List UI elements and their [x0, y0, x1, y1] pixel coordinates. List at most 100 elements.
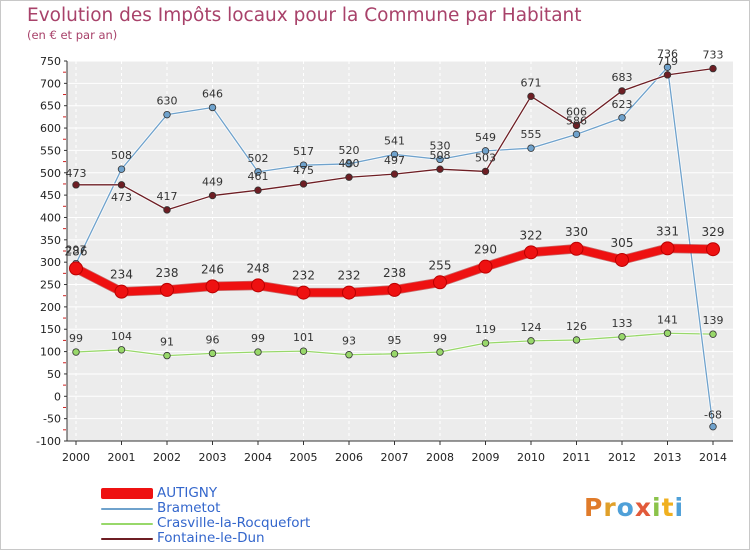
data-label: 305 [611, 236, 634, 250]
data-point-crasville-la-rocquefort [481, 339, 490, 347]
data-label: 461 [248, 170, 269, 183]
data-label: 124 [521, 321, 542, 334]
x-tick-label: 2007 [381, 451, 409, 464]
data-point-fontaine-le-dun [390, 170, 399, 178]
x-tick-label: 2014 [699, 451, 727, 464]
data-label: 508 [111, 149, 132, 162]
x-tick-label: 2008 [426, 451, 454, 464]
data-point-brametot [299, 161, 308, 169]
data-label: 473 [111, 191, 132, 204]
y-tick-label: 300 [40, 256, 61, 269]
logo-letter: t [661, 493, 675, 522]
data-label: 297 [66, 244, 87, 257]
data-point-autigny [251, 278, 265, 293]
data-label: 530 [430, 139, 451, 152]
y-tick-label: 150 [40, 323, 61, 336]
data-point-brametot [618, 114, 626, 122]
legend-swatch [101, 538, 153, 540]
data-point-fontaine-le-dun [72, 181, 80, 189]
legend-label: Brametot [157, 500, 221, 516]
data-point-crasville-la-rocquefort [663, 329, 672, 337]
data-point-fontaine-le-dun [436, 165, 444, 173]
data-point-fontaine-le-dun [663, 71, 672, 79]
data-point-brametot [481, 147, 490, 155]
data-label: 473 [66, 167, 87, 180]
data-point-brametot [572, 130, 581, 139]
x-tick-label: 2002 [153, 451, 181, 464]
legend-swatch [101, 523, 153, 525]
data-label: 520 [339, 144, 360, 157]
data-point-autigny [433, 275, 447, 290]
x-tick-label: 2011 [563, 451, 591, 464]
data-point-fontaine-le-dun [481, 167, 490, 176]
y-tick-label: 400 [40, 211, 61, 224]
data-point-crasville-la-rocquefort [618, 333, 626, 341]
data-point-autigny [205, 279, 220, 294]
data-point-crasville-la-rocquefort [345, 351, 353, 359]
y-tick-label: -50 [43, 413, 61, 426]
data-point-brametot [345, 160, 353, 168]
data-point-crasville-la-rocquefort [390, 350, 399, 358]
data-label: 255 [429, 258, 452, 272]
data-label: 290 [474, 243, 497, 257]
y-tick-label: 750 [40, 55, 61, 68]
data-point-fontaine-le-dun [345, 173, 353, 181]
x-tick-label: 2003 [199, 451, 227, 464]
data-label: 238 [383, 266, 406, 280]
data-label: 549 [475, 131, 496, 144]
legend-label: Fontaine-le-Dun [157, 530, 265, 546]
plot-area [67, 61, 733, 441]
data-point-fontaine-le-dun [208, 191, 217, 200]
data-point-fontaine-le-dun [572, 121, 581, 130]
data-label: 502 [248, 152, 269, 165]
data-label: 95 [388, 334, 402, 347]
data-point-brametot [663, 63, 672, 71]
data-point-crasville-la-rocquefort [117, 346, 126, 354]
data-label: 329 [702, 225, 725, 239]
legend-label: AUTIGNY [157, 485, 218, 501]
x-tick-label: 2013 [654, 451, 682, 464]
data-label: 234 [110, 268, 133, 282]
data-point-brametot [527, 144, 535, 152]
data-label: 232 [338, 269, 361, 283]
logo-letter: i [674, 493, 685, 522]
data-point-fontaine-le-dun [163, 206, 171, 214]
data-label: 330 [565, 225, 588, 239]
data-point-brametot [254, 168, 262, 176]
chart-subtitle: (en € et par an) [27, 28, 118, 42]
data-point-autigny [387, 282, 402, 297]
data-point-autigny [160, 282, 174, 297]
data-point-crasville-la-rocquefort [572, 336, 581, 344]
proxiti-logo: Proxiti [584, 493, 684, 522]
data-label: 606 [566, 105, 587, 118]
logo-letter: r [603, 493, 617, 522]
data-label: 286 [65, 244, 88, 258]
y-tick-label: 200 [40, 301, 61, 314]
data-label: 719 [657, 55, 678, 68]
data-label: 322 [520, 228, 543, 242]
data-label: 99 [69, 332, 83, 345]
y-tick-label: 500 [40, 167, 61, 180]
y-tick-label: 50 [47, 368, 61, 381]
data-label: 623 [612, 98, 633, 111]
data-label: 508 [430, 149, 451, 162]
data-label: -68 [704, 409, 722, 422]
x-tick-label: 2009 [472, 451, 500, 464]
data-label: 733 [703, 49, 724, 62]
y-tick-label: 550 [40, 144, 61, 157]
data-label: 517 [293, 145, 314, 158]
logo-letter: i [652, 493, 662, 522]
data-label: 91 [160, 336, 174, 349]
data-point-crasville-la-rocquefort [163, 351, 171, 360]
y-tick-label: 650 [40, 100, 61, 113]
data-point-autigny [706, 242, 720, 257]
data-label: 671 [521, 76, 542, 89]
y-tick-label: 600 [40, 122, 61, 135]
legend-label: Crasville-la-Rocquefort [157, 515, 311, 531]
data-label: 126 [566, 320, 587, 333]
data-point-crasville-la-rocquefort [709, 330, 717, 338]
data-point-brametot [208, 103, 217, 112]
x-tick-label: 2010 [517, 451, 545, 464]
